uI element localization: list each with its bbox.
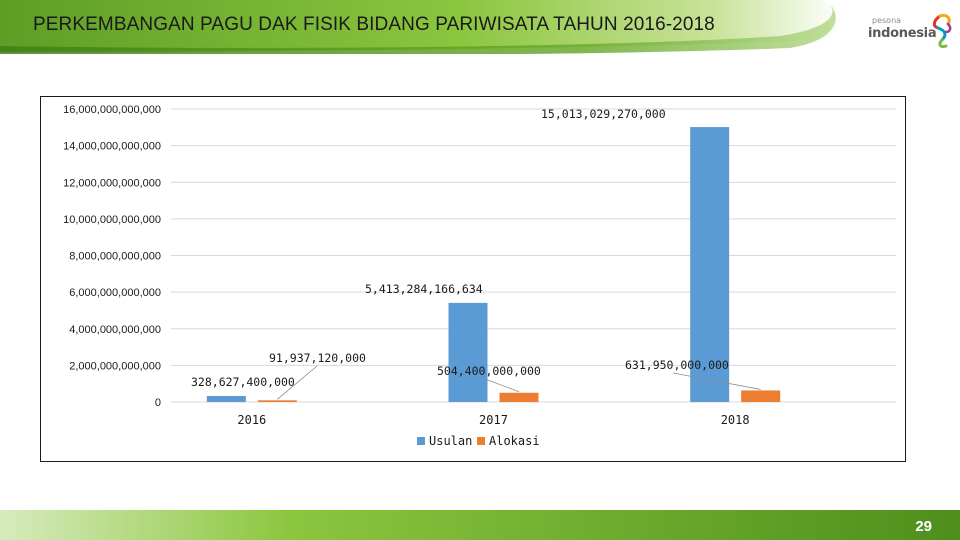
- data-label-usulan-2018: 15,013,029,270,000: [541, 107, 666, 121]
- header-swoosh: [0, 0, 843, 54]
- logo-brand: indonesia: [868, 26, 937, 41]
- bar-usulan-2016: [206, 395, 246, 402]
- y-tick-label: 12,000,000,000,000: [63, 177, 161, 189]
- bar-chart: 0 2,000,000,000,000 4,000,000,000,000 6,000…: [63, 104, 896, 448]
- bar-usulan-2018: [690, 127, 730, 402]
- chart-frame: 0 2,000,000,000,000 4,000,000,000,000 6,000…: [40, 96, 906, 462]
- leader-line: [672, 372, 761, 390]
- y-tick-label: 6,000,000,000,000: [69, 287, 161, 299]
- logo-tagline: pesona: [872, 16, 902, 25]
- y-tick-label: 14,000,000,000,000: [63, 141, 161, 153]
- legend-label-alokasi: Alokasi: [489, 434, 540, 448]
- x-tick-label: 2018: [721, 413, 750, 427]
- bar-alokasi-2017: [499, 392, 539, 402]
- data-label-usulan-2016: 328,627,400,000: [191, 375, 295, 389]
- leader-line: [484, 378, 520, 393]
- footer-band: [0, 510, 960, 540]
- data-label-alokasi-2018: 631,950,000,000: [625, 358, 729, 372]
- legend-label-usulan: Usulan: [429, 434, 472, 448]
- y-tick-label: 10,000,000,000,000: [63, 214, 161, 226]
- y-tick-label: 4,000,000,000,000: [69, 324, 161, 336]
- bar-usulan-2017: [448, 302, 488, 402]
- data-label-usulan-2017: 5,413,284,166,634: [365, 282, 483, 296]
- y-tick-label: 0: [155, 397, 161, 409]
- footer-swoosh: [0, 510, 960, 540]
- data-label-alokasi-2016: 91,937,120,000: [269, 351, 366, 365]
- bar-alokasi-2016: [257, 400, 297, 402]
- y-tick-label: 8,000,000,000,000: [69, 251, 161, 263]
- y-tick-label: 16,000,000,000,000: [63, 104, 161, 116]
- header-band: [0, 0, 960, 54]
- logo-mark-icon: [932, 14, 952, 48]
- data-label-alokasi-2017: 504,400,000,000: [437, 364, 541, 378]
- y-tick-label: 2,000,000,000,000: [69, 360, 161, 372]
- x-tick-label: 2016: [237, 413, 266, 427]
- x-tick-label: 2017: [479, 413, 508, 427]
- leader-line: [277, 365, 318, 400]
- legend-swatch-usulan: [417, 437, 425, 445]
- slide-title: PERKEMBANGAN PAGU DAK FISIK BIDANG PARIW…: [33, 14, 715, 35]
- bar-alokasi-2018: [741, 390, 781, 402]
- legend-swatch-alokasi: [477, 437, 485, 445]
- pesona-indonesia-logo: pesona indonesia: [866, 12, 956, 52]
- page-number: 29: [915, 518, 932, 535]
